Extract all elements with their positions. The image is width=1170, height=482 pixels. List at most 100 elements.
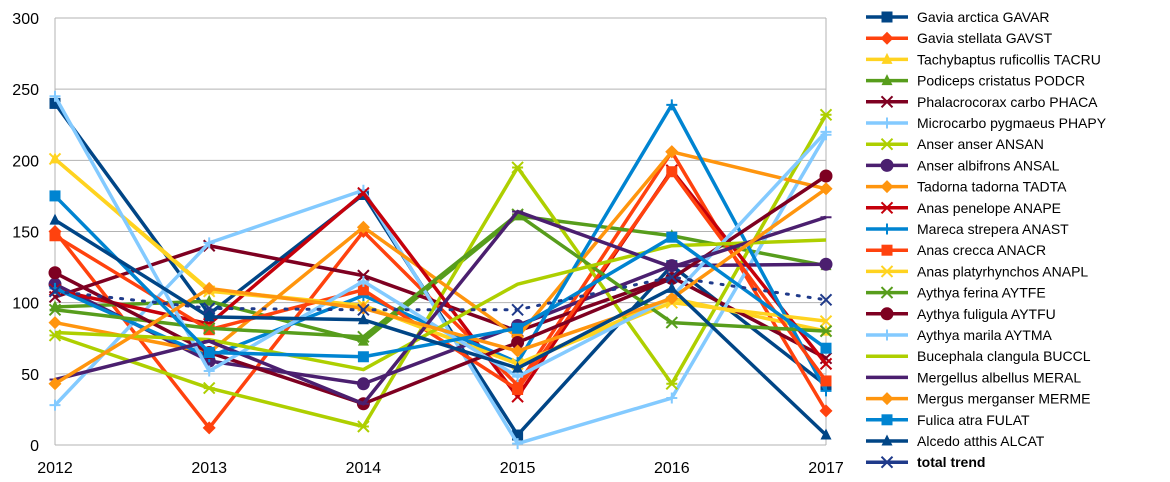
data-point [819,169,833,183]
legend-label: Phalacrocorax carbo PHACA [917,94,1098,110]
legend-swatch-marker [880,137,894,151]
legend-item: Anas crecca ANACR [866,242,1046,258]
data-point [357,313,369,325]
data-point [666,281,678,293]
data-point [512,361,524,373]
legend-item: Tadorna tadorna TADTA [866,179,1067,195]
legend-swatch-marker [880,455,894,469]
data-point [202,421,216,435]
data-point [820,385,832,397]
legend-item: Anas platyrhynchos ANAPL [866,263,1088,279]
data-point [49,213,61,225]
trend-line [53,275,828,312]
x-axis: 2012 2013 2014 2015 2016 2017 [37,460,844,477]
data-point [512,429,524,441]
legend-swatch-marker [881,434,893,446]
data-point [357,186,370,200]
data-point [665,270,679,284]
data-point [511,336,525,350]
series-line [54,169,828,392]
x-tick-label: 2015 [500,460,536,477]
series-21 [49,213,832,440]
data-point [820,126,832,138]
data-point [820,375,832,387]
series-17 [54,238,827,372]
legend-item: Gavia stellata GAVST [866,30,1053,46]
data-point [357,275,369,287]
x-tick-label: 2013 [191,460,227,477]
legend-label: Mareca strepera ANAST [917,221,1069,237]
data-point [203,294,215,306]
data-point [48,266,62,280]
legend-label: total trend [917,454,985,470]
data-point [49,230,61,242]
data-point [203,310,215,322]
legend-label: Tachybaptus ruficollis TACRU [917,51,1101,67]
legend-swatch-marker [881,244,893,256]
series-line [54,238,827,372]
data-point [511,303,524,316]
data-point [512,438,524,450]
y-tick-label: 150 [12,225,39,242]
legend-item: Bucephala clangula BUCCL [866,348,1091,364]
series-line [53,157,827,366]
legend-swatch-marker [881,74,893,86]
legend-label: Alcedo atthis ALCAT [917,433,1045,449]
series-19 [48,182,833,391]
legend-item: Gavia arctica GAVAR [866,9,1050,25]
legend-item: total trend [866,454,985,470]
legend-label: Anser albifrons ANSAL [917,157,1060,173]
data-point [203,237,215,249]
y-tick-label: 100 [12,296,39,313]
data-point [665,316,679,329]
legend-label: Podiceps cristatus PODCR [917,73,1085,89]
data-point [666,166,678,178]
data-point [357,330,370,344]
data-point [48,303,62,316]
legend-label: Aythya marila AYTMA [917,327,1053,343]
legend-swatch-marker [880,31,894,45]
legend-label: Aythya ferina AYTFE [917,285,1046,301]
y-tick-label: 250 [12,82,39,99]
series-7 [48,108,833,433]
legend-item: Alcedo atthis ALCAT [866,433,1045,449]
data-point [357,334,369,346]
series-line [54,174,827,406]
data-point [819,324,833,338]
series-line [53,150,828,430]
x-tick-label: 2016 [654,460,690,477]
legend-label: Gavia arctica GAVAR [917,9,1050,25]
legend-swatch-marker [881,414,893,426]
legend-label: Fulica atra FULAT [917,412,1030,428]
legend-label: Anas penelope ANAPE [917,200,1061,216]
series-line [54,243,827,360]
data-point [357,303,370,316]
data-point [202,381,216,395]
data-point [48,285,62,298]
data-point [820,428,832,440]
data-point [512,383,524,395]
data-point [203,365,215,377]
legend-label: Microcarbo pygmaeus PHAPY [917,115,1107,131]
series-line [54,218,828,437]
data-point [49,190,61,202]
series-line [54,209,827,406]
legend-swatch-marker [880,265,894,278]
data-point [203,346,215,358]
data-point [665,291,679,305]
legend-item: Fulica atra FULAT [866,412,1030,428]
legend-label: Aythya fuligula AYTFU [917,306,1056,322]
data-point [356,377,370,391]
legend-swatch-marker [881,223,893,235]
legend-swatch-marker [880,392,894,406]
data-point [48,377,62,391]
data-point [665,271,679,285]
data-point [665,377,679,391]
data-point [819,182,833,196]
data-point [49,97,61,109]
data-point [356,220,370,234]
legend-swatch-marker [880,158,894,172]
legend-swatch-marker [880,201,894,215]
data-point [511,344,525,358]
series-22 [48,270,833,316]
